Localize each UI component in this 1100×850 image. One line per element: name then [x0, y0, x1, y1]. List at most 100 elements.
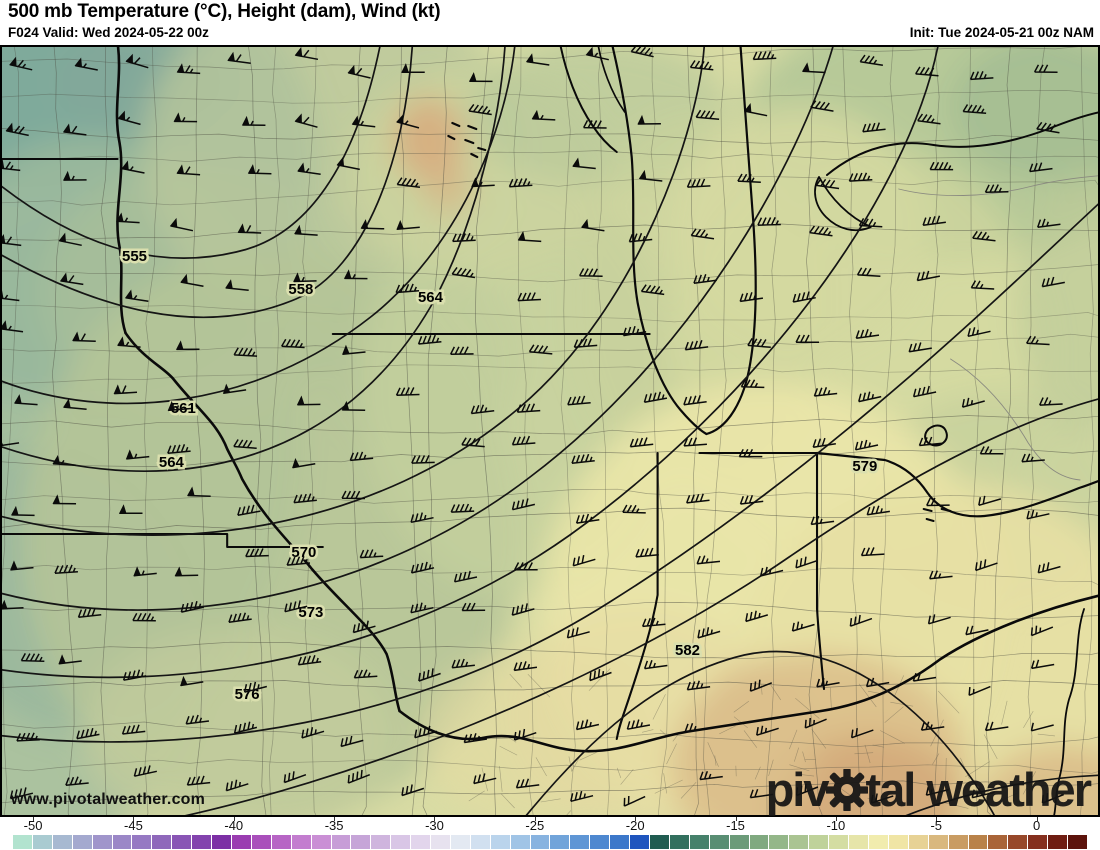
wind-barb	[749, 788, 774, 799]
colorbar-tick-label: -40	[224, 818, 244, 833]
county-line	[858, 683, 877, 708]
colorbar-segment	[331, 835, 351, 849]
wind-barb	[180, 601, 204, 613]
height-contour	[2, 47, 834, 611]
wind-barb	[848, 172, 873, 182]
wind-barb	[686, 178, 711, 188]
county-line	[579, 752, 597, 761]
county-line	[932, 753, 940, 765]
wind-barb	[699, 770, 723, 781]
colorbar-segment	[729, 835, 749, 849]
wind-barb-flag	[293, 272, 301, 282]
wind-barb	[929, 161, 954, 171]
wind-barb	[920, 721, 945, 731]
wind-barb-flag	[74, 57, 83, 68]
colorbar-segment	[132, 835, 152, 849]
county-line	[100, 47, 111, 815]
colorbar-segment	[52, 835, 72, 849]
county-line	[854, 752, 874, 755]
wind-barb	[16, 732, 40, 742]
state-borders-and-rivers	[2, 47, 1098, 815]
wind-barb	[186, 775, 211, 786]
colorbar-tickmark	[635, 817, 637, 821]
wind-barb	[916, 270, 941, 282]
wind-barb	[1037, 218, 1061, 229]
colorbar-segment	[470, 835, 490, 849]
colorbar-segment	[371, 835, 391, 849]
county-line	[588, 668, 611, 691]
wind-barb	[515, 778, 540, 789]
colorbar-segment	[888, 835, 908, 849]
wind-barb-flag	[176, 164, 185, 175]
colorbar-tickmark	[1036, 817, 1038, 821]
colorbar-segment	[152, 835, 172, 849]
wind-barb	[589, 669, 612, 682]
border-path	[825, 111, 1098, 176]
county-line	[499, 766, 503, 792]
wind-barb	[185, 714, 210, 725]
colorbar-segment	[291, 835, 311, 849]
wind-barb	[2, 442, 20, 447]
county-line	[2, 780, 1098, 804]
wind-barb	[866, 505, 890, 516]
wind-barb	[2, 294, 20, 302]
wind-barb	[908, 342, 932, 353]
colorbar-tickmark	[936, 817, 938, 821]
wind-barb	[855, 329, 880, 340]
wind-barb	[1030, 625, 1054, 637]
wind-barb	[528, 344, 553, 355]
wind-barb	[629, 437, 654, 448]
wind-barb	[696, 555, 721, 565]
colorbar-gradient	[13, 835, 1087, 849]
contour-label: 555	[122, 248, 147, 265]
wind-barb	[849, 614, 873, 627]
wind-barb	[470, 404, 495, 415]
wind-barb	[1041, 276, 1065, 288]
colorbar-segment	[948, 835, 968, 849]
wind-barb	[749, 679, 773, 692]
wind-barb	[641, 617, 666, 628]
county-line	[568, 756, 573, 772]
colorbar-tick-label: -30	[425, 818, 444, 833]
colorbar-segment	[92, 835, 112, 849]
contour-label: 579	[852, 458, 877, 475]
wind-barb	[813, 387, 838, 397]
wind-barb	[643, 391, 668, 403]
wind-barb	[1029, 162, 1053, 173]
colorbar-segment	[172, 835, 192, 849]
wind-barb	[401, 784, 425, 797]
county-line	[842, 47, 862, 815]
county-line	[811, 728, 827, 749]
colorbar-segment	[908, 835, 928, 849]
wind-barb-flag	[297, 162, 305, 173]
wind-barb-flag	[468, 72, 477, 82]
colorbar-segment	[231, 835, 251, 849]
wind-barb-flag	[294, 113, 302, 124]
colorbar-segment	[1028, 835, 1048, 849]
wind-barb	[739, 494, 764, 505]
wind-barb-flag	[396, 114, 404, 125]
border-path	[922, 508, 952, 522]
wind-barb-flag	[296, 395, 305, 406]
county-line	[770, 684, 782, 701]
wind-barb-flag	[572, 157, 580, 168]
wind-barb-flag	[58, 654, 66, 665]
watermark-url: www.pivotalweather.com	[11, 791, 206, 808]
wind-barb	[463, 733, 488, 744]
county-line	[968, 47, 980, 815]
wind-barb-flag	[351, 115, 360, 126]
county-line	[794, 747, 799, 762]
colorbar-tickmark	[133, 817, 135, 821]
colorbar-segment	[749, 835, 769, 849]
init-time-label: Init: Tue 2024-05-21 00z NAM	[909, 25, 1094, 40]
contour-label: 564	[159, 454, 185, 471]
colorbar-segment	[689, 835, 709, 849]
colorbar-segment	[590, 835, 610, 849]
wind-barb	[623, 795, 646, 807]
pivotalweather-logo: piv tal weather	[766, 766, 1092, 813]
wind-barb	[757, 216, 781, 226]
colorbar-tick-label: -5	[930, 818, 942, 833]
county-line	[943, 802, 969, 809]
wind-barb	[859, 54, 883, 66]
